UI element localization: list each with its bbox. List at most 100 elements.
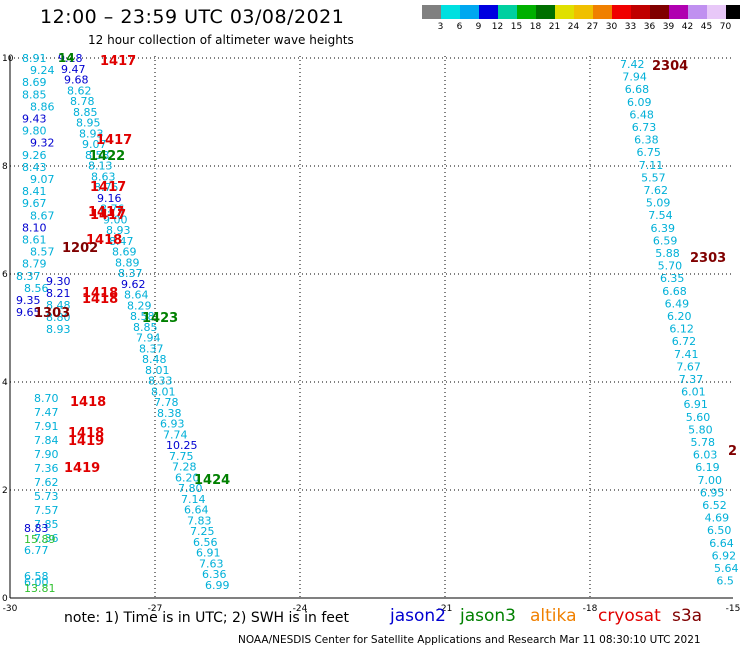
swh-value: 6.92 [712, 549, 737, 562]
satellite-legend-jason3: jason3 [460, 606, 516, 626]
page-subtitle: 12 hour collection of altimeter wave hei… [88, 33, 354, 47]
swh-value: 6.20 [667, 310, 692, 323]
swh-value: 6.58 [24, 570, 49, 583]
swh-value: 7.84 [34, 434, 59, 447]
scale-swatch [688, 5, 707, 19]
swh-value: 8.86 [30, 100, 55, 113]
pass-time-label: 1417 [100, 54, 136, 69]
swh-value: 7.85 [34, 518, 59, 531]
pass-time-label: 1418 [82, 286, 118, 301]
swh-value: 9.16 [97, 192, 122, 205]
swh-value: 7.47 [34, 406, 59, 419]
swh-value: 9.30 [46, 275, 71, 288]
footer-credit: NOAA/NESDIS Center for Satellite Applica… [238, 634, 701, 646]
swh-value: 7.91 [34, 420, 59, 433]
y-axis-label: 10 [2, 54, 14, 64]
swh-value: 6.09 [627, 96, 652, 109]
swh-value: 9.43 [22, 113, 47, 126]
pass-time-label: 2304 [652, 59, 688, 74]
scale-tick-label: 33 [624, 22, 637, 32]
pass-time-label: 2 [728, 444, 737, 459]
swh-value: 8.37 [139, 342, 164, 355]
scale-tick-label: 42 [681, 22, 694, 32]
swh-value: 6.39 [651, 222, 676, 235]
x-axis-label: -18 [583, 604, 598, 614]
swh-value: 5.73 [34, 490, 59, 503]
swh-value: 7.62 [34, 476, 59, 489]
swh-value: 7.94 [622, 71, 647, 84]
swh-value: 7.11 [639, 159, 664, 172]
pass-time-label: 1202 [62, 241, 98, 256]
swh-value: 6.35 [660, 272, 685, 285]
scale-tick-label: 6 [456, 22, 463, 32]
scale-swatch [631, 5, 650, 19]
swh-value: 8.57 [30, 246, 55, 259]
swh-value: 8.85 [133, 321, 158, 334]
pass-time-label: 1418 [70, 395, 106, 410]
pass-time-label: 14 [58, 51, 75, 65]
swh-value: 5.09 [646, 197, 671, 210]
y-axis-label: 0 [2, 594, 8, 604]
scale-tick-label: 70 [719, 22, 732, 32]
swh-value: 6.91 [683, 398, 708, 411]
swh-value: 5.60 [686, 411, 711, 424]
swh-value: 6.93 [160, 418, 185, 431]
swh-value: 7.28 [172, 461, 197, 474]
satellite-legend-altika: altika [530, 606, 577, 626]
pass-time-label: 1417 [90, 180, 126, 195]
satellite-legend-cryosat: cryosat [598, 606, 661, 626]
x-axis-label: -21 [438, 604, 453, 614]
swh-value: 6.20 [175, 471, 200, 484]
scale-swatch [574, 5, 593, 19]
swh-value: 7.74 [163, 428, 188, 441]
swh-value: 8.67 [30, 209, 55, 222]
swh-value: 6.5 [716, 575, 734, 588]
scale-swatch [707, 5, 726, 19]
swh-value: 9.47 [61, 63, 86, 76]
y-axis-label: 4 [2, 378, 8, 388]
swh-value: 7.83 [187, 514, 212, 527]
swh-value: 8.93 [46, 323, 71, 336]
swh-value: 6.49 [665, 297, 690, 310]
scale-swatch [555, 5, 574, 19]
swh-value: 6.19 [695, 461, 720, 474]
swh-value: 9.18 [58, 52, 83, 65]
scale-swatch [669, 5, 688, 19]
swh-value: 8.69 [22, 76, 47, 89]
scale-tick-label: 18 [529, 22, 542, 32]
scale-swatch [460, 5, 479, 19]
swh-value: 7.36 [34, 462, 59, 475]
scale-swatch [479, 5, 498, 19]
swh-value: 6.64 [184, 504, 209, 517]
pass-time-label: 1424 [194, 473, 230, 488]
scale-tick-label: 45 [700, 22, 713, 32]
scale-swatch [422, 5, 441, 19]
pass-time-label: 1418 [68, 426, 104, 441]
swh-value: 9.00 [103, 213, 128, 226]
swh-value: 7.78 [154, 396, 179, 409]
swh-value: 8.69 [112, 246, 137, 259]
pass-time-label: 1418 [82, 292, 118, 307]
swh-value: 9.68 [64, 74, 89, 87]
pass-time-label: 1423 [142, 311, 178, 326]
swh-value: 7.80 [178, 482, 203, 495]
y-axis-label: 6 [2, 270, 8, 280]
scale-tick-label: 15 [510, 22, 523, 32]
swh-value: 7.41 [674, 348, 699, 361]
scale-tick-label: 3 [437, 22, 444, 32]
swh-value: 5.57 [641, 171, 666, 184]
swh-value: 8.41 [22, 185, 47, 198]
swh-value: 7.90 [34, 448, 59, 461]
swh-value: 8.76 [100, 203, 125, 216]
swh-value: 8.85 [73, 106, 98, 119]
swh-value: 7.94 [136, 332, 161, 345]
swh-value: 6.00 [24, 576, 49, 589]
swh-value: 7.37 [679, 373, 704, 386]
swh-value: 8.78 [70, 95, 95, 108]
swh-value: 9.65 [16, 306, 41, 319]
swh-value: 7.63 [199, 557, 224, 570]
swh-value: 8.61 [22, 234, 47, 247]
swh-value: 8.93 [79, 127, 104, 140]
satellite-legend-jason2: jason2 [390, 606, 446, 626]
